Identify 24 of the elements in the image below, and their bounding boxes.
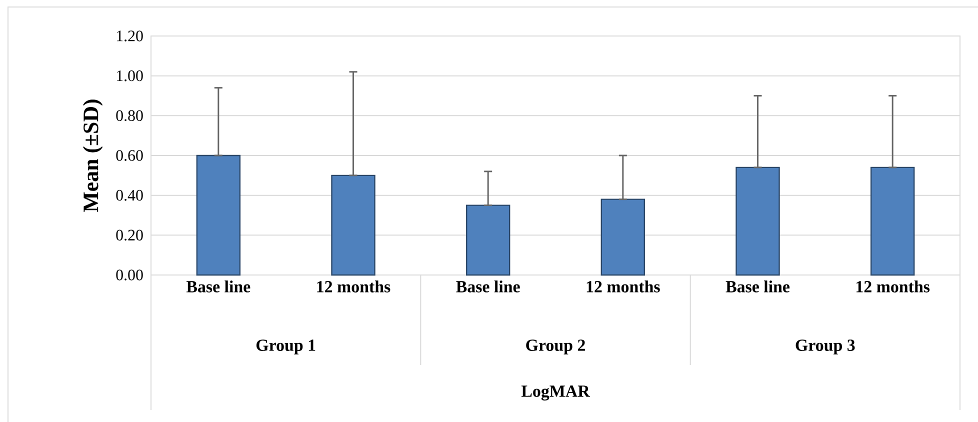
bar [870,166,915,276]
x-tick-label: Base line [456,280,520,292]
x-tick-label: Base line [186,280,250,292]
bar [466,204,510,276]
y-tick-label: 0.40 [116,190,143,201]
text: LogMAR [521,386,590,400]
y-axis-title: Mean (±SD) [82,100,103,212]
bar [331,174,376,276]
y-tick-label: 0.00 [116,270,143,280]
y-tick-label: 0.80 [116,110,143,122]
text: Group 3 [796,340,855,354]
x-tick-label: Base line [726,280,790,292]
y-tick-label: 1.20 [116,30,143,42]
x-tick-label: 12 months [586,280,660,292]
x-tick-label: 12 months [317,280,390,292]
text: Group 1 [256,340,316,354]
bar [196,154,241,276]
y-tick-label: 0.60 [116,150,143,161]
text: Group 2 [526,340,585,354]
bar [736,166,780,276]
x-tick-label: 12 months [856,280,930,292]
y-tick-label: 0.20 [116,230,143,241]
bar [600,198,646,276]
y-tick-label: 1.00 [116,70,143,82]
